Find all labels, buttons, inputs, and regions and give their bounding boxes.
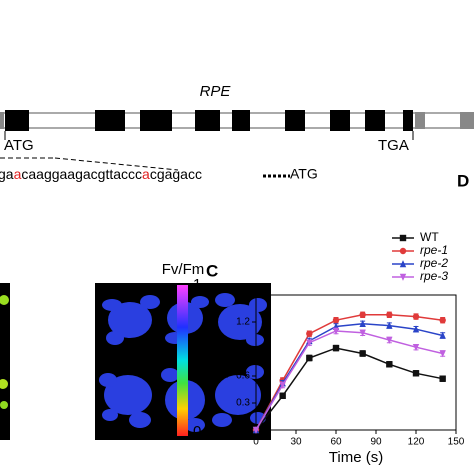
- sequence-segment: caaggaagacgttaccc: [21, 166, 142, 182]
- marker: [252, 426, 260, 434]
- legend-label: rpe-3: [420, 269, 448, 283]
- marker: [412, 370, 420, 377]
- marker: [386, 336, 393, 344]
- y-tick-label: 1.2: [236, 317, 250, 328]
- marker: [439, 331, 446, 339]
- legend-marker: [399, 234, 407, 242]
- sequence-segment: ga: [0, 166, 14, 182]
- panel-label: D: [457, 171, 469, 190]
- x-tick-label: 60: [330, 437, 342, 448]
- colorbar-min: 0: [193, 423, 201, 440]
- y-tick-label: 0.3: [236, 398, 250, 409]
- marker: [359, 311, 366, 318]
- y-axis-label: NPQ: [215, 346, 232, 379]
- x-tick-label: 0: [253, 437, 259, 448]
- legend-marker: [399, 247, 407, 255]
- marker: [359, 329, 366, 337]
- legend-label: rpe-1: [420, 243, 448, 257]
- start-codon: ATG: [4, 137, 34, 154]
- x-tick-label: 120: [408, 437, 425, 448]
- series-line: [255, 323, 443, 431]
- marker: [332, 317, 340, 324]
- marker: [279, 381, 286, 389]
- marker: [279, 392, 286, 399]
- npq-chart: 0.0 0.3 0.6 0.9 1.2 1.5 0 30 60 90 120 150 Time (s) N…: [215, 230, 465, 466]
- sequence: gaacaaggaagacgttacccacgagacc: [0, 166, 202, 182]
- marker: [306, 330, 313, 337]
- marker: [306, 354, 313, 362]
- marker: [439, 350, 446, 358]
- gene-name: RPE: [200, 83, 232, 100]
- marker: [439, 375, 446, 382]
- series-line: [255, 330, 443, 431]
- marker: [332, 327, 340, 335]
- marker: [386, 321, 393, 329]
- gene-model: [0, 110, 474, 171]
- stop-codon: TGA: [378, 137, 409, 154]
- marker: [386, 311, 393, 318]
- sequence-end: ATG: [290, 166, 318, 182]
- x-tick-label: 30: [290, 437, 302, 448]
- y-tick-label: 1.5: [236, 290, 250, 301]
- x-axis-label: Time (s): [329, 449, 383, 466]
- sequence-segment: cgagacc: [150, 166, 202, 182]
- series-line: [255, 314, 443, 431]
- rosettes: [99, 293, 267, 432]
- legend-label: rpe-2: [420, 256, 448, 270]
- sequence-segment: a: [142, 166, 150, 182]
- marker: [359, 319, 366, 327]
- series-line: [255, 347, 443, 431]
- legend-marker: [399, 260, 407, 268]
- image-title: Fv/Fm: [162, 261, 205, 278]
- colorbar-max: 1: [193, 276, 201, 293]
- plot-frame: [255, 294, 457, 431]
- y-tick-label: 0.0: [236, 425, 250, 436]
- sequence-segment: a: [14, 166, 22, 182]
- colorbar: [177, 285, 188, 436]
- x-tick-label: 150: [448, 437, 465, 448]
- marker: [412, 325, 420, 333]
- marker: [386, 361, 393, 368]
- marker: [306, 339, 313, 347]
- marker: [412, 313, 420, 320]
- marker: [439, 317, 446, 324]
- marker: [359, 350, 366, 357]
- marker: [332, 344, 340, 352]
- image-strip: [0, 283, 10, 440]
- y-tick-label: 0.6: [236, 371, 250, 382]
- marker: [412, 344, 420, 352]
- legend-marker: [399, 273, 407, 281]
- panel-label: C: [206, 261, 218, 280]
- legend-label: WT: [420, 230, 439, 244]
- x-tick-label: 90: [370, 437, 382, 448]
- y-tick-label: 0.9: [236, 344, 250, 355]
